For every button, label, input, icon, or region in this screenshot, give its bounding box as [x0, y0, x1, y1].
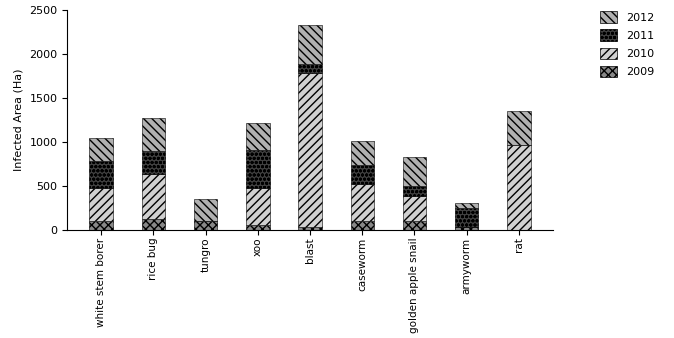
- Legend: 2012, 2011, 2010, 2009: 2012, 2011, 2010, 2009: [600, 11, 654, 77]
- Bar: [194, 199, 218, 221]
- Bar: [299, 64, 321, 73]
- Bar: [246, 225, 270, 230]
- Bar: [246, 188, 270, 225]
- Bar: [90, 221, 113, 230]
- Bar: [402, 186, 426, 196]
- Bar: [142, 151, 165, 174]
- Bar: [350, 141, 374, 165]
- Bar: [350, 184, 374, 221]
- Bar: [299, 73, 321, 227]
- Bar: [455, 208, 479, 227]
- Bar: [299, 227, 321, 230]
- Bar: [507, 145, 530, 230]
- Bar: [402, 157, 426, 186]
- Bar: [455, 227, 479, 230]
- Bar: [142, 219, 165, 230]
- Bar: [90, 188, 113, 221]
- Y-axis label: Infected Area (Ha): Infected Area (Ha): [14, 69, 24, 171]
- Bar: [350, 165, 374, 184]
- Bar: [194, 221, 218, 230]
- Bar: [455, 203, 479, 208]
- Bar: [90, 139, 113, 161]
- Bar: [350, 221, 374, 230]
- Bar: [299, 25, 321, 64]
- Bar: [507, 111, 530, 145]
- Bar: [142, 174, 165, 219]
- Bar: [142, 118, 165, 151]
- Bar: [246, 123, 270, 150]
- Bar: [90, 161, 113, 188]
- Bar: [246, 150, 270, 188]
- Bar: [402, 221, 426, 230]
- Bar: [402, 196, 426, 221]
